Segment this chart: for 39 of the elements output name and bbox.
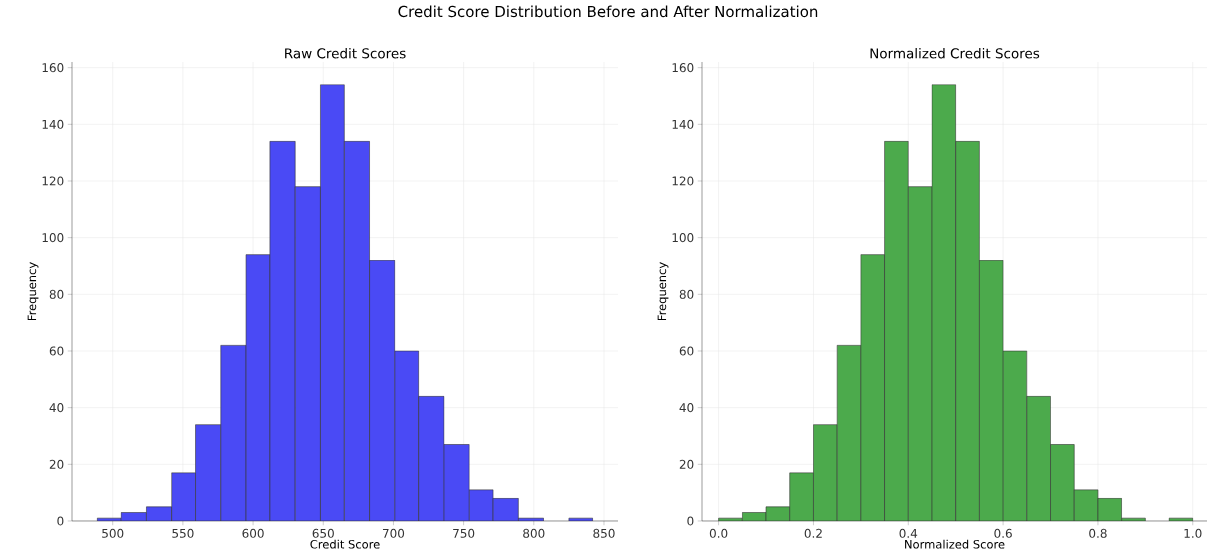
x-tick-label: 550 bbox=[172, 528, 194, 538]
y-tick-label: 160 bbox=[42, 63, 64, 73]
chart-title: Raw Credit Scores bbox=[285, 48, 406, 59]
text: Credit Score Distribution Before and After Normalization bbox=[398, 5, 818, 18]
y-tick-label: 20 bbox=[679, 459, 694, 469]
x-tick-label: 650 bbox=[312, 528, 334, 538]
x-tick-label: 850 bbox=[593, 528, 615, 538]
y-tick-label: 80 bbox=[49, 289, 64, 299]
y-tick-label: 160 bbox=[672, 63, 694, 73]
x-tick-label: 750 bbox=[453, 528, 475, 538]
x-tick-label: 700 bbox=[382, 528, 405, 538]
y-tick-label: 60 bbox=[49, 346, 64, 356]
x-axis-title: Credit Score bbox=[310, 539, 380, 549]
x-tick-label: 1.0 bbox=[1184, 528, 1202, 538]
y-tick-label: 100 bbox=[42, 233, 64, 243]
y-tick-label: 0 bbox=[687, 516, 694, 526]
y-tick-label: 60 bbox=[679, 346, 694, 356]
x-tick-label: 500 bbox=[102, 528, 124, 538]
x-tick-label: 0.2 bbox=[804, 528, 822, 538]
x-axis-title: Normalized Score bbox=[905, 539, 1005, 549]
x-tick-label: 0.0 bbox=[709, 528, 728, 538]
x-tick-label: 0.6 bbox=[994, 528, 1012, 538]
x-tick-label: 0.8 bbox=[1089, 528, 1107, 538]
y-tick-label: 20 bbox=[49, 459, 64, 469]
y-axis-title: Frequency bbox=[657, 262, 669, 321]
y-tick-label: 140 bbox=[42, 119, 64, 129]
x-tick-label: 600 bbox=[242, 528, 264, 538]
y-axis-title: Frequency bbox=[27, 262, 39, 321]
y-tick-label: 140 bbox=[672, 119, 694, 129]
y-tick-label: 100 bbox=[672, 233, 694, 243]
x-tick-label: 0.4 bbox=[899, 528, 918, 538]
y-tick-label: 40 bbox=[679, 403, 694, 413]
y-tick-label: 40 bbox=[49, 403, 64, 413]
x-tick-label: 800 bbox=[523, 528, 545, 538]
chart-title: Normalized Credit Scores bbox=[870, 48, 1040, 59]
y-tick-label: 0 bbox=[57, 516, 64, 526]
y-tick-label: 120 bbox=[672, 176, 694, 186]
y-tick-label: 120 bbox=[42, 176, 64, 186]
y-tick-label: 80 bbox=[679, 289, 694, 299]
